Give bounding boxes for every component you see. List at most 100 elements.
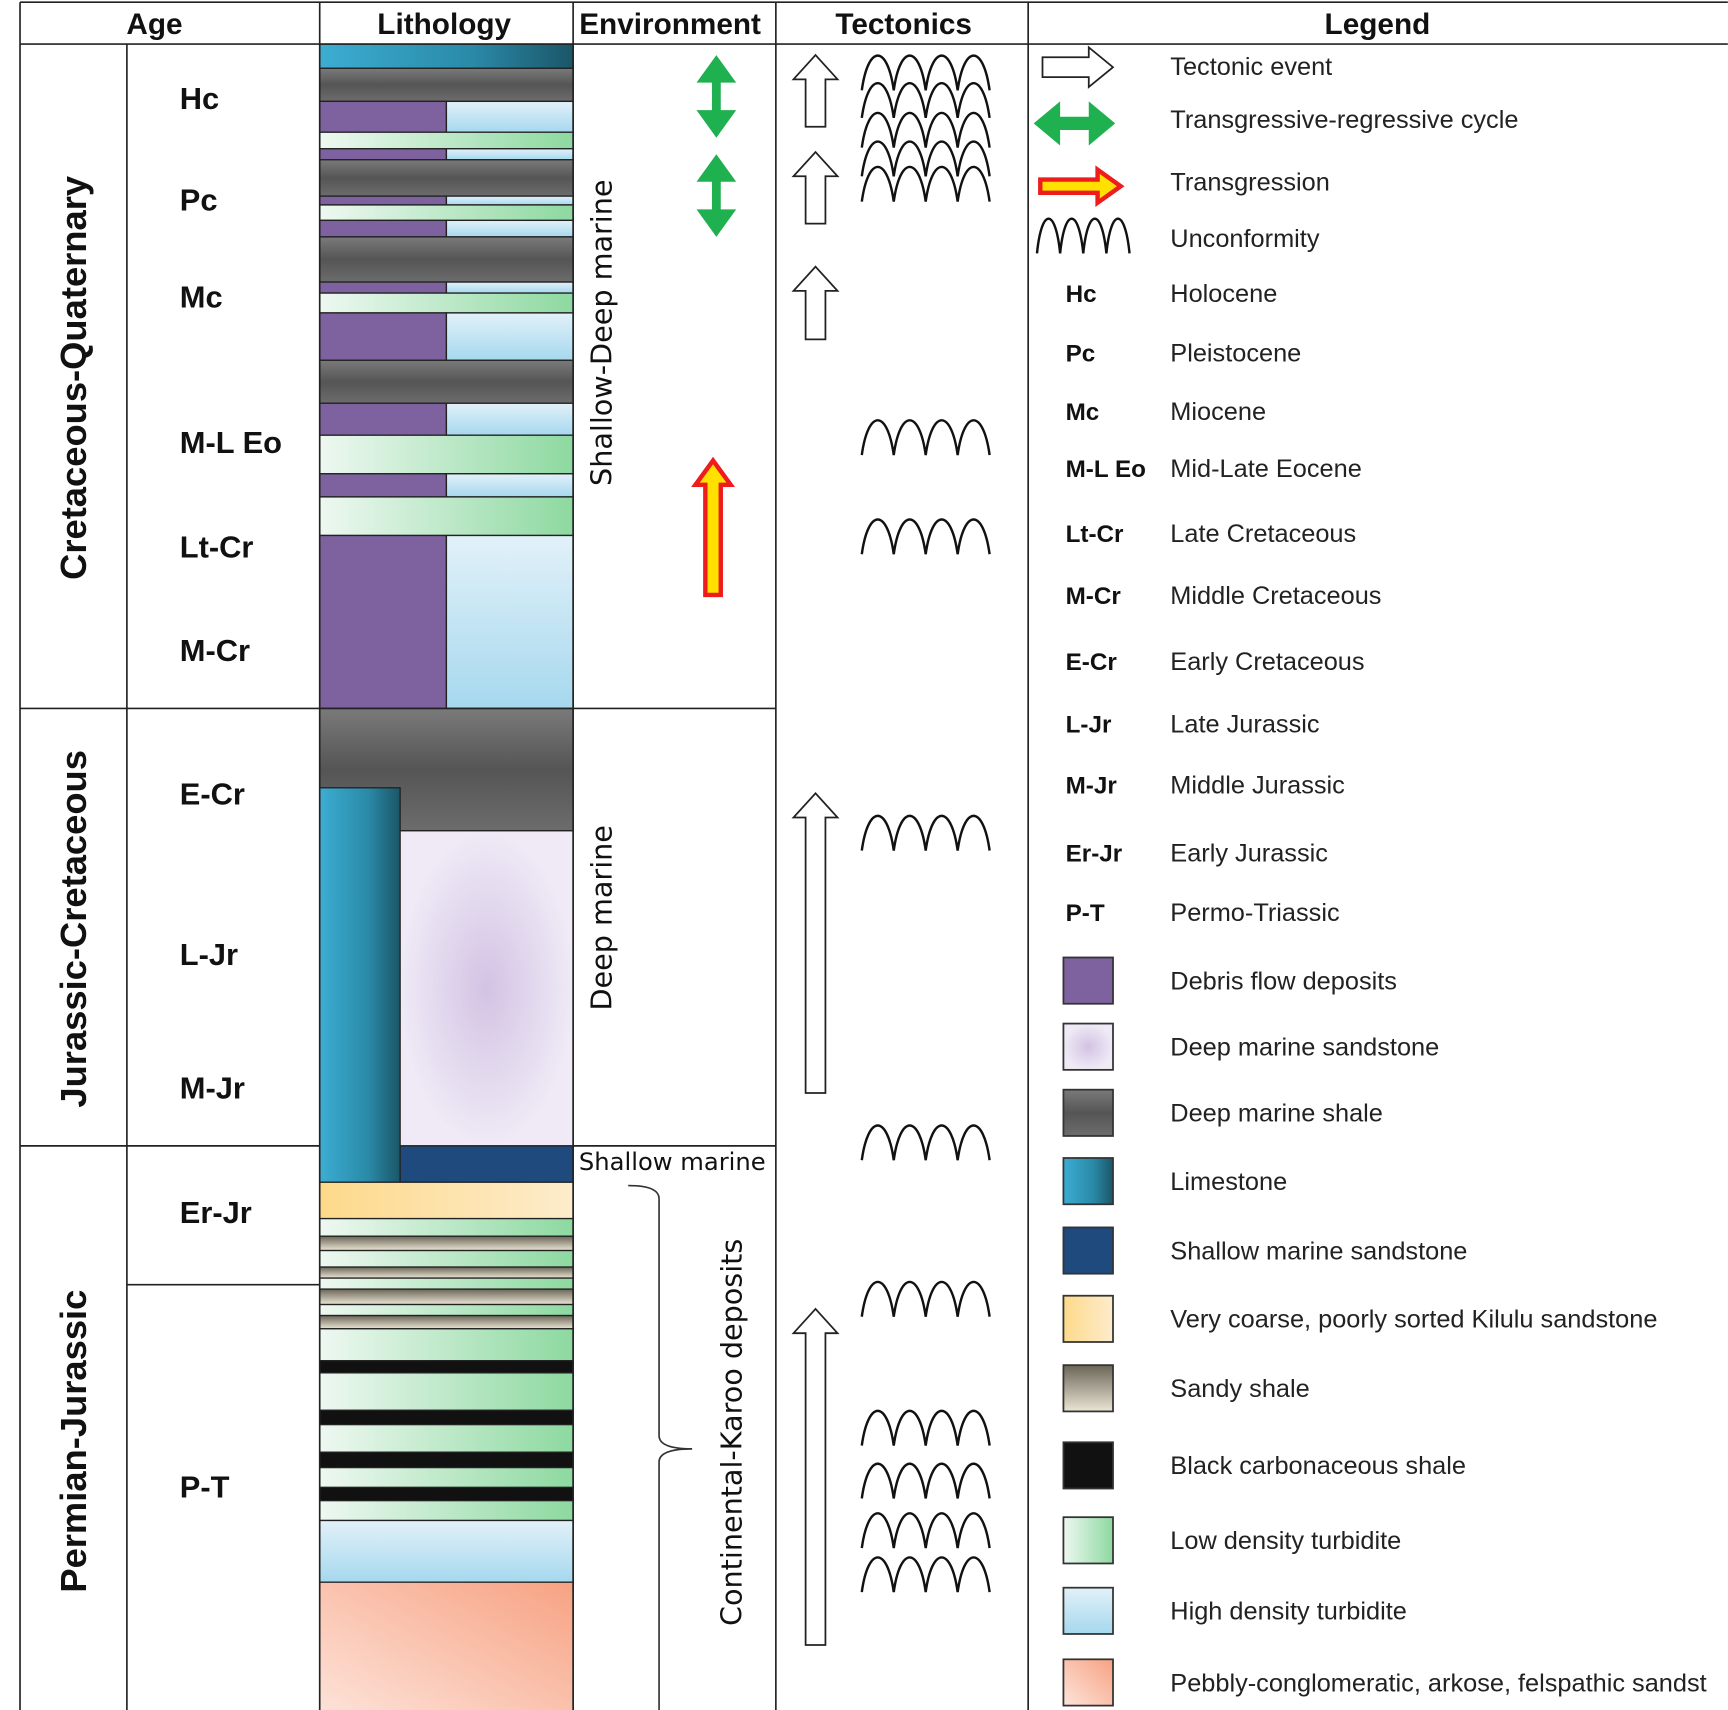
age-label: M-Jr [180,1070,245,1105]
layer-sandy [319,1235,574,1252]
legend-label: Pleistocene [1170,339,1301,367]
header-environment: Environment [579,8,761,41]
layer-black [319,1360,574,1374]
layer-ldt [319,1466,574,1489]
age-label: M-Cr [180,633,250,668]
hollow-arrow-icon [1041,45,1115,89]
layer-ldt [319,131,574,150]
legend-label: Tectonic event [1170,53,1332,81]
layer-kilulu [319,1181,574,1220]
legend-abbr: L-Jr [1066,712,1112,739]
swatch-black [1062,1441,1114,1490]
layer-black [319,1451,574,1469]
layer-ldt [319,1277,574,1290]
unconformity-icon [1035,217,1131,254]
age-label: E-Cr [180,776,245,811]
unconformity-icon [860,165,991,202]
double-arrow-icon [1033,101,1116,146]
legend-label: Middle Jurassic [1170,771,1345,799]
swatch-dms [1062,1022,1114,1071]
legend-abbr: M-Jr [1066,772,1118,799]
age-label: Pc [180,182,218,217]
brace [628,1184,693,1710]
unconformity-icon [860,1462,991,1499]
era-label: Cretaceous-Quaternary [53,175,94,580]
layer-ldt [319,1499,574,1522]
layer-shale [319,236,574,283]
layer-debris [319,281,448,294]
layer-hdt [445,402,574,436]
layer-hdt [445,100,574,133]
layer-debris [319,100,448,133]
legend-label: Early Cretaceous [1170,648,1364,676]
unconformity-icon [860,419,991,456]
header-age: Age [126,8,182,41]
layer-shale [319,359,574,404]
legend-label: Late Jurassic [1170,711,1319,739]
tectonic-event-arrow-icon [791,791,840,1094]
layer-debris [319,312,448,361]
layer-ldt [319,1372,574,1411]
layer-debris [319,473,448,498]
layer-debris [319,195,448,206]
legend-abbr: Er-Jr [1066,841,1123,868]
swatch-debris [1062,956,1114,1005]
legend-label: Permo-Triassic [1170,899,1339,927]
layer-black [319,1486,574,1502]
legend-label: Very coarse, poorly sorted Kilulu sandst… [1170,1306,1657,1334]
header-legend: Legend [1325,8,1431,41]
unconformity-icon [860,518,991,555]
transgressive-regressive-arrow-icon [696,154,737,237]
layer-debris [319,148,448,161]
legend-label: Transgression [1170,169,1330,197]
legend-abbr: M-Cr [1066,583,1122,610]
lithology-column [319,43,574,1710]
unconformity-icon [860,82,991,119]
layer-sandy [319,1266,574,1279]
layer-ldt [319,204,574,222]
legend-abbr: Lt-Cr [1066,521,1124,548]
layer-black [319,1409,574,1426]
transgressive-regressive-arrow-icon [696,55,737,138]
layer-ldt [319,434,574,475]
era-label: Permian-Jurassic [53,1290,94,1593]
layer-debris [319,534,448,710]
unconformity-icon [860,1556,991,1593]
legend-label: Shallow marine sandstone [1170,1237,1467,1265]
layer-shale [319,67,574,103]
legend-abbr: Hc [1066,281,1097,308]
environment-label: Deep marine [585,825,619,1010]
legend-label: Holocene [1170,280,1277,308]
legend-label: Late Cretaceous [1170,520,1356,548]
swatch-sandy [1062,1364,1114,1413]
layer-ldt [319,496,574,537]
legend-label: Middle Cretaceous [1170,582,1381,610]
header-lithology: Lithology [377,8,511,41]
layer-ldt [319,1328,574,1362]
header-tectonics: Tectonics [835,8,972,41]
age-label: L-Jr [180,937,238,972]
era-label: Jurassic-Cretaceous [53,750,94,1108]
layer-hdt [445,148,574,161]
legend-abbr: P-T [1066,900,1105,927]
age-label: Hc [180,81,219,116]
legend-label: Low density turbidite [1170,1527,1401,1555]
age-label: Er-Jr [180,1195,252,1230]
swatch-hdt [1062,1586,1114,1635]
layer-shale [319,159,574,197]
unconformity-icon [860,814,991,851]
legend-label: Pebbly-conglomeratic, arkose, felspathic… [1170,1669,1706,1697]
legend-label: Early Jurassic [1170,840,1328,868]
table-grid [19,1,1728,1710]
layer-ldt [319,1249,574,1268]
layer-debris [319,402,448,436]
layer-lime [319,787,401,1183]
age-label: M-L Eo [180,425,282,460]
red-arrow-icon [1038,165,1125,208]
legend-panel: Tectonic event Transgressive-regressive c… [1033,45,1707,1707]
legend-abbr: Pc [1066,340,1096,367]
tectonic-event-arrow-icon [791,150,840,225]
swatch-sms [1062,1226,1114,1275]
legend-label: Miocene [1170,398,1266,426]
layer-hdt [445,219,574,238]
